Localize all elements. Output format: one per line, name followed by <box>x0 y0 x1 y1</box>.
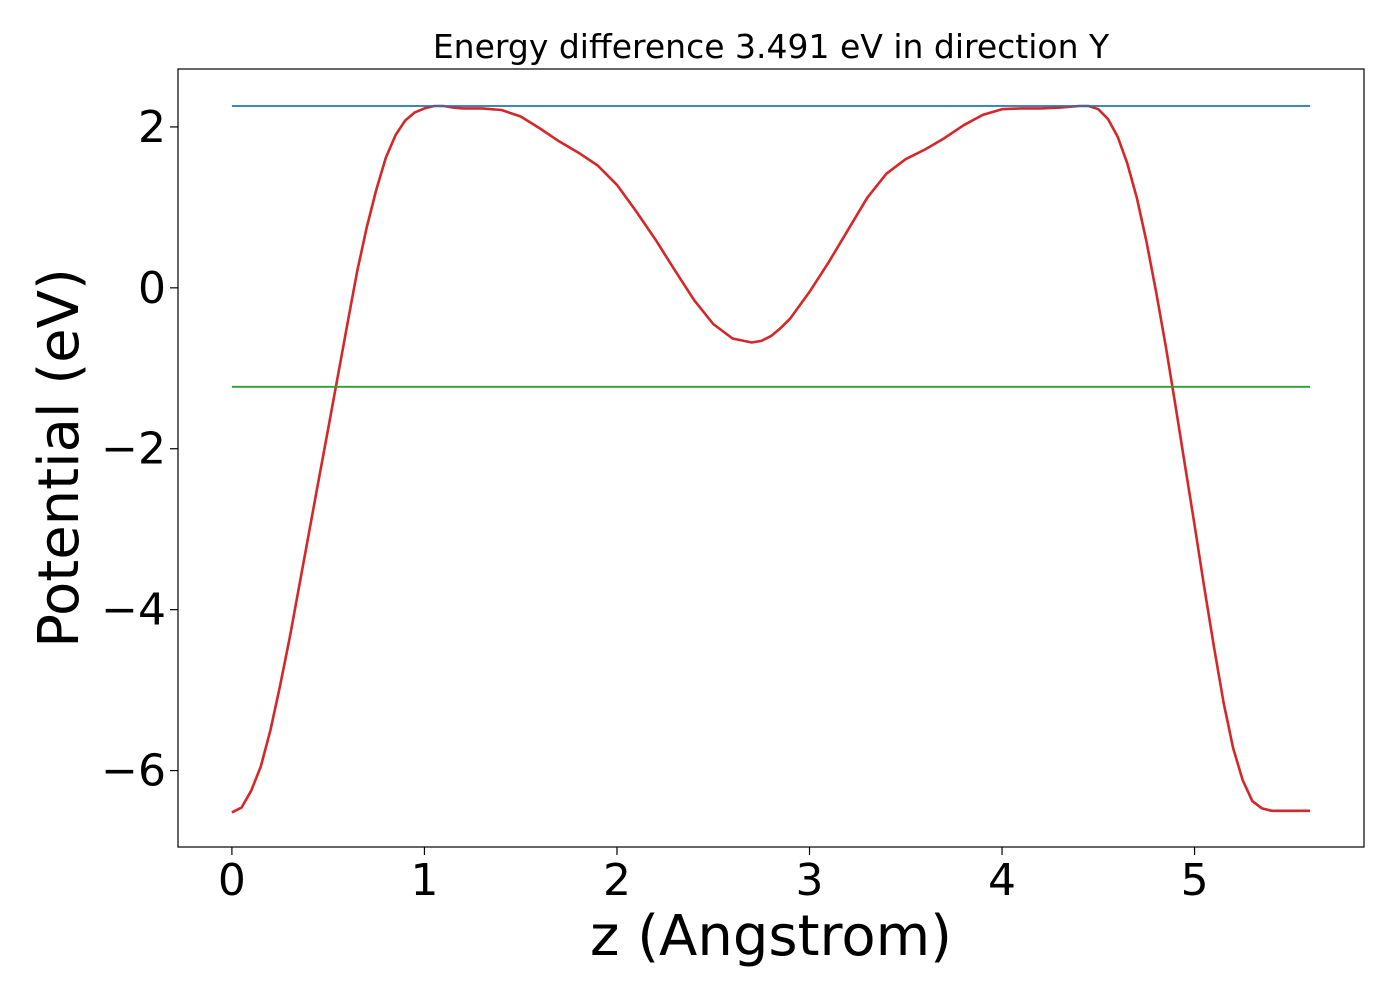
y-tick-label: 0 <box>138 263 166 314</box>
y-tick-label: −2 <box>101 424 166 475</box>
plot-series <box>231 104 1311 814</box>
x-tick-label: 5 <box>1181 855 1209 906</box>
x-tick-label: 2 <box>603 855 631 906</box>
y-axis: −6 −4 −2 0 2 <box>101 102 178 797</box>
y-tick-label: −4 <box>101 585 166 636</box>
x-tick-label: 4 <box>988 855 1016 906</box>
y-tick-label: −6 <box>101 746 166 797</box>
x-axis: 0 1 2 3 4 5 <box>218 847 1209 906</box>
y-tick-label: 2 <box>138 102 166 153</box>
x-axis-title: z (Angstrom) <box>590 904 952 969</box>
potential-curve <box>231 104 1311 814</box>
x-tick-label: 0 <box>218 855 246 906</box>
chart-title: Energy difference 3.491 eV in direction … <box>433 27 1110 66</box>
y-axis-title: Potential (eV) <box>27 268 92 648</box>
x-tick-label: 3 <box>796 855 824 906</box>
x-tick-label: 1 <box>410 855 438 906</box>
plot-frame <box>177 68 1365 848</box>
